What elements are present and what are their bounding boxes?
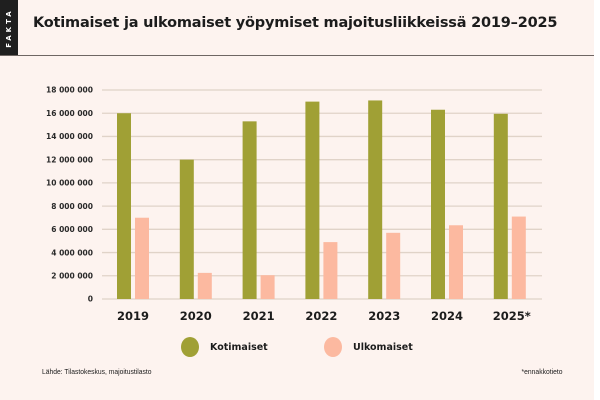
bar-kotimaiset-2025 <box>493 113 508 299</box>
x-tick-label: 2022 <box>305 309 337 323</box>
bar-kotimaiset-2023 <box>368 100 383 299</box>
legend-label-kotimaiset: Kotimaiset <box>210 341 268 353</box>
y-tick-label: 0 <box>88 295 93 304</box>
bar-ulkomaiset-2019 <box>135 217 149 299</box>
bar-ulkomaiset-2023 <box>386 232 401 299</box>
y-tick-label: 14 000 000 <box>46 132 93 141</box>
x-tick-label: 2023 <box>368 309 400 323</box>
y-tick-label: 4 000 000 <box>51 248 93 257</box>
bar-ulkomaiset-2024 <box>449 225 463 299</box>
bars <box>117 100 526 299</box>
y-tick-label: 2 000 000 <box>51 271 93 280</box>
x-tick-label: 2024 <box>431 309 463 323</box>
fakta-tab: FAKTA <box>0 0 18 55</box>
bar-ulkomaiset-2025 <box>511 216 526 299</box>
source-note: Lähde: Tilastokeskus, majoitustilasto <box>42 367 152 376</box>
bar-ulkomaiset-2020 <box>197 272 212 299</box>
bar-kotimaiset-2024 <box>431 109 445 299</box>
y-tick-label: 6 000 000 <box>51 225 93 234</box>
x-tick-label: 2025* <box>493 309 531 323</box>
y-axis-ticks: 0 2 000 000 4 000 000 6 000 000 8 000 000 10 … <box>46 86 93 304</box>
y-tick-label: 16 000 000 <box>46 109 93 118</box>
bar-kotimaiset-2019 <box>117 113 131 299</box>
legend-swatch-kotimaiset <box>181 337 199 357</box>
bar-ulkomaiset-2022 <box>323 242 338 299</box>
legend-item-ulkomaiset: Ulkomaiset <box>324 337 413 357</box>
legend-swatch-ulkomaiset <box>324 337 342 357</box>
x-axis-ticks: 2019 2020 2021 2022 2023 2024 2025* <box>117 309 531 323</box>
bar-kotimaiset-2021 <box>242 121 257 299</box>
preliminary-note: *ennakkotieto <box>521 367 562 376</box>
legend-item-kotimaiset: Kotimaiset <box>181 337 268 357</box>
y-tick-label: 8 000 000 <box>51 202 93 211</box>
gridlines <box>102 89 542 300</box>
bar-kotimaiset-2020 <box>179 159 194 299</box>
y-tick-label: 10 000 000 <box>46 179 93 188</box>
x-tick-label: 2020 <box>180 309 212 323</box>
chart-title: Kotimaiset ja ulkomaiset yöpymiset majoi… <box>33 15 558 31</box>
x-tick-label: 2019 <box>117 309 149 323</box>
legend-label-ulkomaiset: Ulkomaiset <box>353 341 413 353</box>
y-tick-label: 12 000 000 <box>46 155 93 164</box>
bar-kotimaiset-2022 <box>305 101 320 299</box>
bar-ulkomaiset-2021 <box>260 275 275 299</box>
x-tick-label: 2021 <box>243 309 275 323</box>
legend: Kotimaiset Ulkomaiset <box>0 337 594 357</box>
y-tick-label: 18 000 000 <box>46 86 93 95</box>
title-divider <box>0 55 594 56</box>
